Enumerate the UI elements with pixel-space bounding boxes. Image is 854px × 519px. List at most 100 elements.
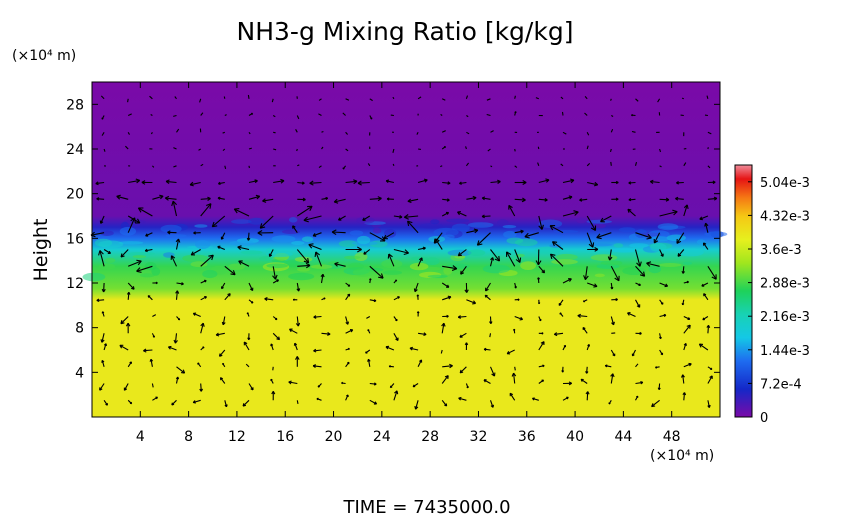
wind-vector [683,280,689,284]
field-feature [677,248,704,257]
wind-vector [143,348,153,353]
wind-vector [217,196,225,200]
field-feature [228,263,246,270]
field-feature [229,240,255,246]
wind-vector [273,178,285,184]
wind-vector [537,299,541,305]
wind-vector [165,179,177,184]
field-feature [576,217,587,224]
wind-vector [560,163,564,167]
wind-vector [331,229,346,236]
wind-vector [189,181,201,187]
field-feature [600,260,623,266]
wind-vector [596,232,612,240]
wind-vector [634,161,638,166]
wind-vector [457,249,467,257]
wind-vector [385,179,395,184]
wind-vector [389,383,395,389]
field-feature [338,240,358,248]
field-feature [482,264,511,274]
wind-vector [392,163,395,166]
wind-vector [257,230,274,236]
wind-vector [651,399,660,408]
wind-vector [219,377,226,384]
wind-vector [659,249,664,257]
wind-vector [198,148,201,151]
wind-vector [659,313,667,318]
x-tick-label: 32 [470,429,488,445]
wind-vector [683,204,689,217]
wind-vector [586,163,591,167]
field-feature [425,257,440,266]
y-tick-label: 28 [66,97,84,113]
field-feature [99,263,116,270]
wind-vector [272,266,278,280]
wind-vector [587,181,599,187]
wind-vector [706,95,709,99]
wind-vector [538,197,548,202]
wind-vector [441,375,449,384]
field-feature [291,241,305,245]
wind-vector [579,198,588,202]
wind-vector [292,225,298,234]
wind-vector [635,331,642,335]
wind-vector [200,279,207,284]
wind-vector [562,210,579,217]
wind-vector [238,260,250,267]
wind-vector [222,148,226,152]
wind-vector [173,333,178,344]
field-feature [586,219,612,224]
wind-vector [313,315,322,319]
wind-vector [586,215,597,231]
wind-vector [242,399,250,407]
wind-vector [585,391,590,401]
wind-vector [103,148,106,152]
wind-vector [657,98,661,103]
field-feature [357,235,371,245]
wind-vector [609,148,612,153]
wind-vector [173,165,177,168]
wind-vector [551,241,564,250]
wind-vector [659,209,678,217]
wind-vector [190,249,201,256]
colorbar-ticks: 0 7.2e-4 1.44e-3 2.16e-3 2.88e-3 3.6e-3 4.32e-… [748,176,810,426]
wind-vector [308,243,322,251]
wind-vector [489,333,492,338]
field-feature [132,255,147,259]
wind-vector [562,344,567,351]
wind-vector [127,215,141,224]
wind-vector [357,180,370,186]
wind-vector [459,181,467,185]
wind-vector [125,145,129,150]
wind-vector [465,383,469,389]
wind-vector [610,316,615,326]
colorbar-tick-label: 3.6e-3 [760,243,802,258]
wind-vector [342,112,346,116]
wind-vector [387,253,395,267]
wind-vector [248,194,261,200]
field-features [82,216,728,282]
wind-vector [176,128,180,133]
wind-vector [610,373,615,384]
wind-vector [248,131,251,135]
field-feature [588,243,613,247]
wind-vector [586,343,591,351]
wind-vector [246,312,250,317]
wind-vector [562,278,572,284]
wind-vector [707,400,711,408]
field-feature [271,235,296,243]
wind-vector [481,196,491,201]
wind-vector [457,315,467,319]
x-axis-ticks: 4 8 12 16 20 24 28 32 36 40 44 48 [136,82,681,445]
wind-vector [393,390,399,401]
wind-vector [245,363,250,368]
wind-vector [248,179,258,184]
wind-vector [293,342,298,351]
field-feature [610,247,638,253]
wind-vector [321,196,329,201]
wind-vector [582,326,588,334]
wind-vector [441,399,448,407]
wind-vector [417,246,426,251]
wind-vector [577,313,588,318]
wind-vector [699,215,709,221]
